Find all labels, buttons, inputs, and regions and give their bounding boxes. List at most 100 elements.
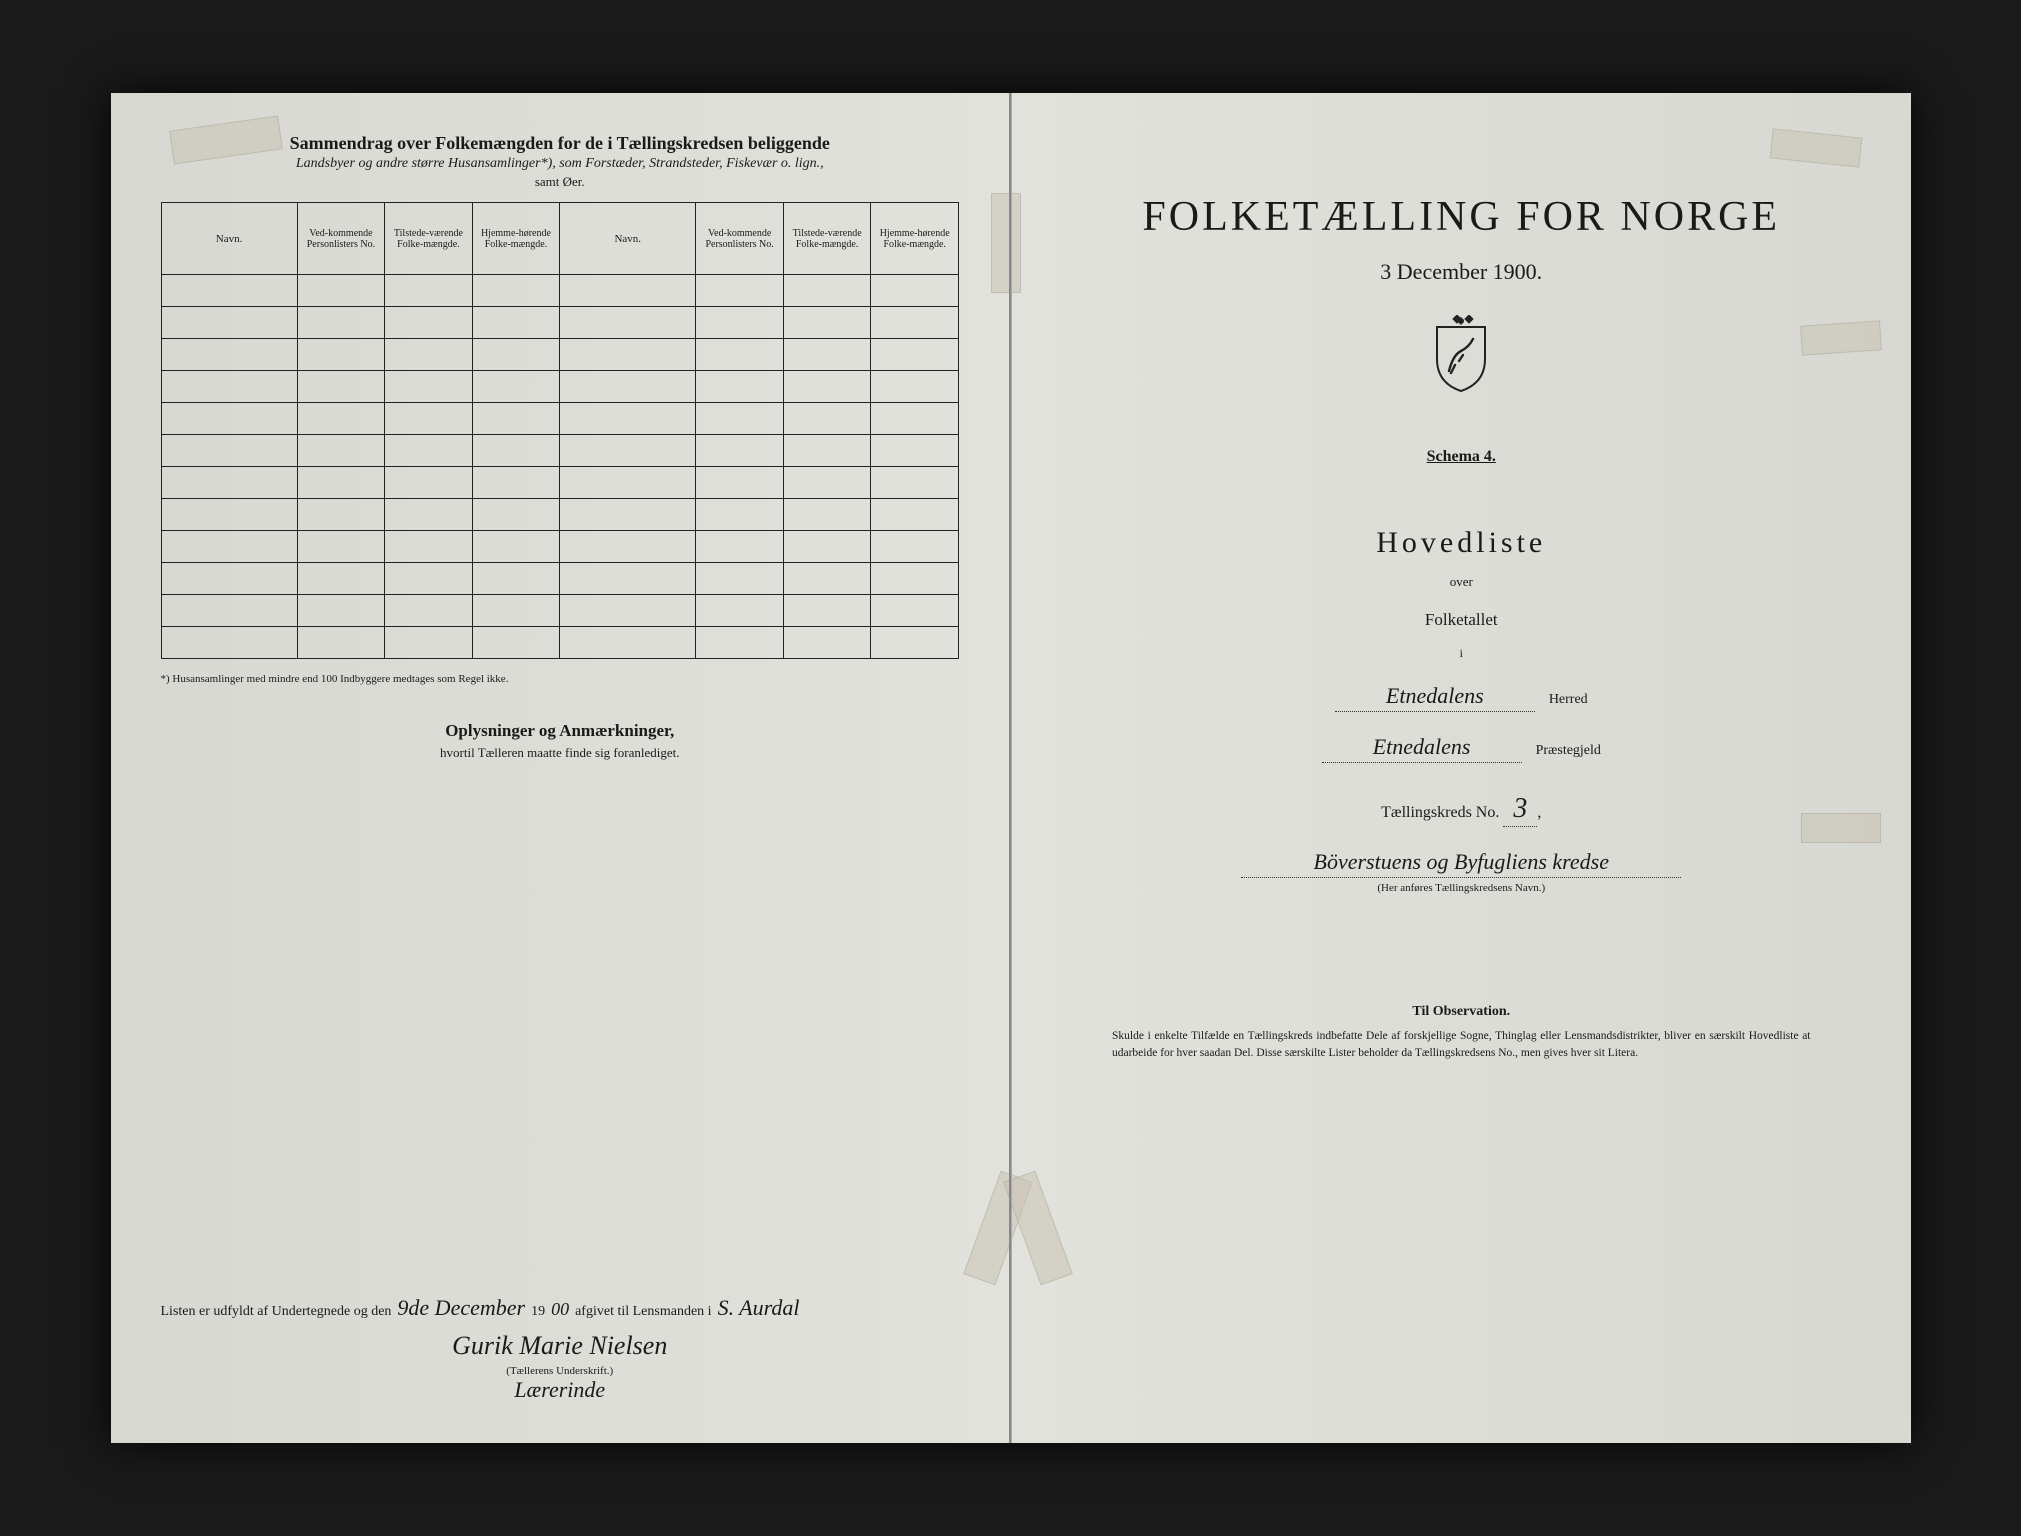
table-cell bbox=[161, 307, 297, 339]
table-cell bbox=[783, 627, 871, 659]
table-cell bbox=[385, 563, 473, 595]
table-cell bbox=[297, 531, 385, 563]
summary-title: Sammendrag over Folkemængden for de i Tæ… bbox=[161, 133, 960, 154]
right-page: FOLKETÆLLING FOR NORGE 3 December 1900. … bbox=[1011, 93, 1911, 1443]
table-cell bbox=[871, 627, 959, 659]
hovedliste-title: Hovedliste bbox=[1062, 526, 1861, 560]
table-cell bbox=[560, 371, 696, 403]
table-cell bbox=[472, 499, 560, 531]
col-navn-2: Navn. bbox=[560, 203, 696, 275]
table-cell bbox=[385, 339, 473, 371]
table-cell bbox=[871, 531, 959, 563]
census-main-title: FOLKETÆLLING FOR NORGE bbox=[1062, 193, 1861, 241]
col-tilstede-1: Tilstede-værende Folke-mængde. bbox=[385, 203, 473, 275]
table-cell bbox=[696, 275, 784, 307]
document-spread: Sammendrag over Folkemængden for de i Tæ… bbox=[111, 93, 1911, 1443]
col-navn-1: Navn. bbox=[161, 203, 297, 275]
table-cell bbox=[385, 371, 473, 403]
table-cell bbox=[297, 595, 385, 627]
kreds-name-caption: (Her anføres Tællingskredsens Navn.) bbox=[1062, 882, 1861, 894]
praestegjeld-label: Præstegjeld bbox=[1536, 743, 1601, 759]
table-cell bbox=[161, 403, 297, 435]
table-cell bbox=[560, 403, 696, 435]
table-row bbox=[161, 499, 959, 531]
table-row bbox=[161, 371, 959, 403]
enumerator-role: Lærerinde bbox=[514, 1377, 605, 1402]
table-cell bbox=[297, 563, 385, 595]
table-cell bbox=[472, 531, 560, 563]
kreds-name-line: Böverstuens og Byfugliens kredse (Her an… bbox=[1062, 849, 1861, 894]
table-cell bbox=[560, 499, 696, 531]
table-cell bbox=[871, 499, 959, 531]
table-cell bbox=[783, 467, 871, 499]
table-row bbox=[161, 307, 959, 339]
folketallet-label: Folketallet bbox=[1062, 610, 1861, 630]
table-cell bbox=[871, 275, 959, 307]
table-row bbox=[161, 563, 959, 595]
praestegjeld-row: Etnedalens Præstegjeld bbox=[1062, 734, 1861, 763]
table-cell bbox=[783, 307, 871, 339]
table-cell bbox=[783, 403, 871, 435]
remarks-subtitle: hvortil Tælleren maatte finde sig foranl… bbox=[161, 745, 960, 761]
table-cell bbox=[385, 435, 473, 467]
table-cell bbox=[783, 563, 871, 595]
sig-text-mid: afgivet til Lensmanden i bbox=[575, 1304, 711, 1320]
table-cell bbox=[161, 371, 297, 403]
schema-label: Schema 4. bbox=[1062, 448, 1861, 466]
col-personlisters-2: Ved-kommende Personlisters No. bbox=[696, 203, 784, 275]
table-cell bbox=[696, 531, 784, 563]
table-cell bbox=[560, 531, 696, 563]
sig-year: 00 bbox=[551, 1299, 569, 1320]
table-cell bbox=[871, 307, 959, 339]
kreds-name-value: Böverstuens og Byfugliens kredse bbox=[1241, 849, 1681, 878]
table-cell bbox=[472, 371, 560, 403]
table-cell bbox=[696, 499, 784, 531]
table-row bbox=[161, 531, 959, 563]
table-cell bbox=[871, 467, 959, 499]
table-cell bbox=[871, 371, 959, 403]
table-cell bbox=[696, 467, 784, 499]
table-cell bbox=[297, 467, 385, 499]
table-cell bbox=[472, 563, 560, 595]
left-page: Sammendrag over Folkemængden for de i Tæ… bbox=[111, 93, 1012, 1443]
observation-title: Til Observation. bbox=[1112, 1004, 1811, 1020]
table-row bbox=[161, 339, 959, 371]
table-cell bbox=[472, 339, 560, 371]
table-cell bbox=[297, 339, 385, 371]
herred-row: Etnedalens Herred bbox=[1062, 683, 1861, 712]
signature-block: Listen er udfyldt af Undertegnede og den… bbox=[161, 1295, 960, 1403]
table-cell bbox=[560, 435, 696, 467]
table-cell bbox=[385, 627, 473, 659]
kreds-number: 3 bbox=[1503, 793, 1537, 827]
table-cell bbox=[560, 275, 696, 307]
table-cell bbox=[783, 339, 871, 371]
table-cell bbox=[297, 275, 385, 307]
over-label: over bbox=[1062, 574, 1861, 590]
table-cell bbox=[696, 627, 784, 659]
table-cell bbox=[560, 467, 696, 499]
praestegjeld-value: Etnedalens bbox=[1322, 734, 1522, 763]
table-cell bbox=[696, 563, 784, 595]
table-cell bbox=[161, 467, 297, 499]
table-cell bbox=[385, 499, 473, 531]
table-cell bbox=[385, 275, 473, 307]
table-row bbox=[161, 467, 959, 499]
sig-year-prefix: 19 bbox=[531, 1304, 545, 1320]
remarks-title: Oplysninger og Anmærkninger, bbox=[161, 721, 960, 741]
census-date: 3 December 1900. bbox=[1062, 259, 1861, 285]
remarks-heading: Oplysninger og Anmærkninger, hvortil Tæl… bbox=[161, 721, 960, 761]
table-cell bbox=[297, 499, 385, 531]
table-cell bbox=[297, 371, 385, 403]
table-cell bbox=[472, 307, 560, 339]
table-cell bbox=[385, 531, 473, 563]
i-label: i bbox=[1062, 646, 1861, 661]
table-cell bbox=[472, 435, 560, 467]
col-tilstede-2: Tilstede-værende Folke-mængde. bbox=[783, 203, 871, 275]
summary-subtitle-2: samt Øer. bbox=[161, 174, 960, 190]
table-cell bbox=[783, 275, 871, 307]
table-cell bbox=[297, 307, 385, 339]
table-cell bbox=[161, 531, 297, 563]
table-cell bbox=[560, 563, 696, 595]
table-cell bbox=[385, 403, 473, 435]
table-cell bbox=[472, 403, 560, 435]
